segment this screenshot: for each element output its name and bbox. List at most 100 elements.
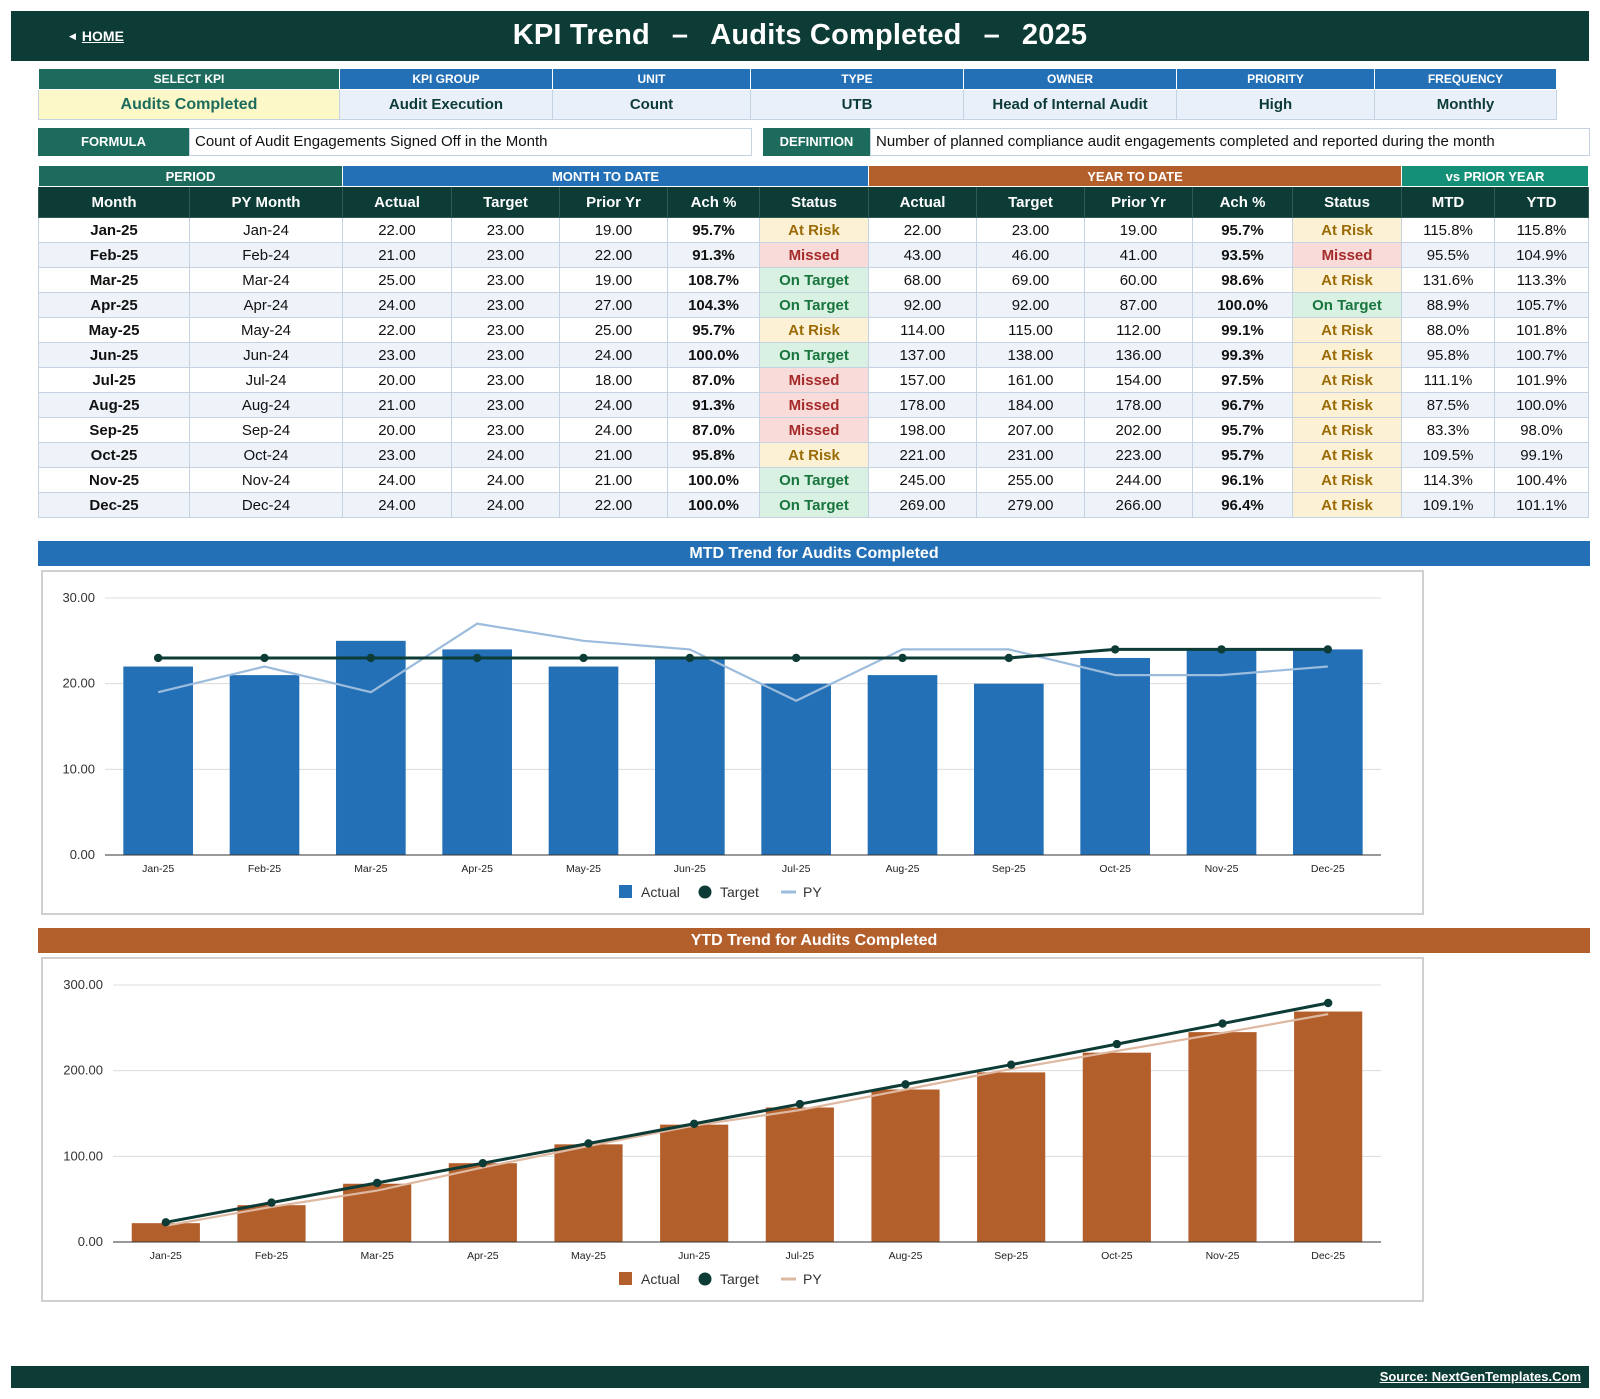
cell-ytd-ach: 96.7% xyxy=(1192,392,1293,418)
cell-mtd-target: 23.00 xyxy=(451,367,560,393)
cell-mtd-status: On Target xyxy=(759,267,869,293)
cell-mtd-ach: 87.0% xyxy=(667,367,760,393)
target-point xyxy=(1323,998,1333,1008)
cell-ytd-status: At Risk xyxy=(1292,367,1402,393)
cell-mtd-actual: 24.00 xyxy=(342,492,452,518)
cell-py-month: Oct-24 xyxy=(189,442,343,468)
table-row: Feb-25 Feb-24 21.00 23.00 22.00 91.3% Missed 43… xyxy=(38,242,1589,268)
cell-month: Sep-25 xyxy=(38,417,190,443)
cell-mtd-ach: 100.0% xyxy=(667,342,760,368)
cell-ytd-actual: 221.00 xyxy=(868,442,977,468)
x-tick-label: Jun-25 xyxy=(678,1250,710,1262)
legend-swatch-actual xyxy=(619,1272,632,1285)
cell-mtd-actual: 20.00 xyxy=(342,367,452,393)
cell-mtd-prior-yr: 25.00 xyxy=(559,317,668,343)
cell-ytd-ach: 95.7% xyxy=(1192,417,1293,443)
target-point xyxy=(795,1099,805,1109)
bar-actual xyxy=(1080,657,1150,855)
cell-py-month: May-24 xyxy=(189,317,343,343)
col-ytd-status: Status xyxy=(1292,186,1402,218)
cell-mtd-status: Missed xyxy=(759,392,869,418)
cell-mtd-target: 24.00 xyxy=(451,492,560,518)
cell-ytd-ach: 93.5% xyxy=(1192,242,1293,268)
bar-actual xyxy=(974,683,1044,855)
bar-actual xyxy=(765,1107,834,1242)
mtd-chart-title: MTD Trend for Audits Completed xyxy=(38,541,1590,566)
ytd-trend-chart: 0.00 100.00 200.00 300.00 Jan-25 Feb-25 Mar-25… xyxy=(41,957,1424,1302)
bar-actual xyxy=(442,649,512,855)
cell-ytd-prior-yr: 266.00 xyxy=(1084,492,1193,518)
cell-mtd-ach: 91.3% xyxy=(667,392,760,418)
cell-ytd-status: At Risk xyxy=(1292,467,1402,493)
cell-ytd-status: At Risk xyxy=(1292,442,1402,468)
y-tick-label: 200.00 xyxy=(63,1063,103,1078)
chart-legend: Actual Target PY xyxy=(619,884,822,900)
cell-month: Dec-25 xyxy=(38,492,190,518)
cell-vs-py-ytd: 99.1% xyxy=(1494,442,1589,468)
cell-ytd-ach: 98.6% xyxy=(1192,267,1293,293)
cell-ytd-status: At Risk xyxy=(1292,317,1402,343)
kpi-owner-value: Head of Internal Audit xyxy=(963,89,1177,120)
home-link[interactable]: ◀ HOME xyxy=(69,28,124,44)
cell-mtd-target: 23.00 xyxy=(451,392,560,418)
cell-vs-py-ytd: 100.7% xyxy=(1494,342,1589,368)
bar-actual xyxy=(548,666,619,855)
cell-ytd-target: 92.00 xyxy=(976,292,1085,318)
x-tick-label: Jan-25 xyxy=(142,863,174,875)
bar-actual xyxy=(867,675,938,855)
cell-vs-py-ytd: 115.8% xyxy=(1494,217,1589,243)
legend-label: Target xyxy=(720,884,759,900)
x-tick-label: Dec-25 xyxy=(1311,1250,1345,1262)
kpi-header-select: SELECT KPI xyxy=(38,68,340,90)
cell-ytd-prior-yr: 223.00 xyxy=(1084,442,1193,468)
bar-actual xyxy=(1293,649,1363,855)
cell-ytd-actual: 178.00 xyxy=(868,392,977,418)
cell-mtd-ach: 104.3% xyxy=(667,292,760,318)
ytd-chart-title: YTD Trend for Audits Completed xyxy=(38,928,1590,953)
cell-ytd-status: At Risk xyxy=(1292,342,1402,368)
cell-ytd-ach: 97.5% xyxy=(1192,367,1293,393)
cell-mtd-actual: 25.00 xyxy=(342,267,452,293)
cell-ytd-prior-yr: 112.00 xyxy=(1084,317,1193,343)
cell-mtd-actual: 20.00 xyxy=(342,417,452,443)
legend-swatch-target xyxy=(698,885,712,899)
bar-actual xyxy=(336,640,406,855)
table-row: Sep-25 Sep-24 20.00 23.00 24.00 87.0% Missed 19… xyxy=(38,417,1589,443)
kpi-header-priority: PRIORITY xyxy=(1176,68,1375,90)
formula-text: Count of Audit Engagements Signed Off in… xyxy=(189,128,752,156)
col-ytd-ach: Ach % xyxy=(1192,186,1293,218)
source-link[interactable]: Source: NextGenTemplates.Com xyxy=(1379,1369,1581,1384)
group-vs-prior-year: vs PRIOR YEAR xyxy=(1401,165,1589,187)
target-point xyxy=(372,1178,382,1188)
chart-legend: Actual Target PY xyxy=(619,1271,822,1287)
bar-actual xyxy=(1188,1032,1257,1242)
target-point xyxy=(1217,645,1226,654)
bar-actual xyxy=(871,1089,940,1242)
cell-mtd-prior-yr: 24.00 xyxy=(559,392,668,418)
bar-actual xyxy=(655,657,725,855)
target-point xyxy=(478,1158,488,1168)
cell-mtd-ach: 87.0% xyxy=(667,417,760,443)
kpi-select-dropdown[interactable]: Audits Completed xyxy=(38,89,340,120)
col-mtd-prior-yr: Prior Yr xyxy=(559,186,668,218)
y-tick-label: 20.00 xyxy=(62,676,95,691)
x-tick-label: Oct-25 xyxy=(1101,1250,1133,1262)
title-year: 2025 xyxy=(1021,19,1088,51)
cell-mtd-actual: 24.00 xyxy=(342,467,452,493)
cell-py-month: Jan-24 xyxy=(189,217,343,243)
cell-mtd-prior-yr: 22.00 xyxy=(559,492,668,518)
cell-vs-py-mtd: 88.0% xyxy=(1401,317,1495,343)
kpi-group-value: Audit Execution xyxy=(339,89,553,120)
x-tick-label: Jul-25 xyxy=(786,1250,815,1262)
cell-ytd-target: 115.00 xyxy=(976,317,1085,343)
kpi-frequency-value: Monthly xyxy=(1374,89,1557,120)
definition-text: Number of planned compliance audit engag… xyxy=(870,128,1590,156)
cell-mtd-status: At Risk xyxy=(759,217,869,243)
x-tick-label: May-25 xyxy=(566,863,601,875)
formula-label: FORMULA xyxy=(38,128,189,156)
cell-mtd-target: 23.00 xyxy=(451,342,560,368)
y-tick-label: 100.00 xyxy=(63,1148,103,1163)
col-mtd-actual: Actual xyxy=(342,186,452,218)
cell-mtd-prior-yr: 24.00 xyxy=(559,342,668,368)
x-tick-label: Oct-25 xyxy=(1099,863,1131,875)
